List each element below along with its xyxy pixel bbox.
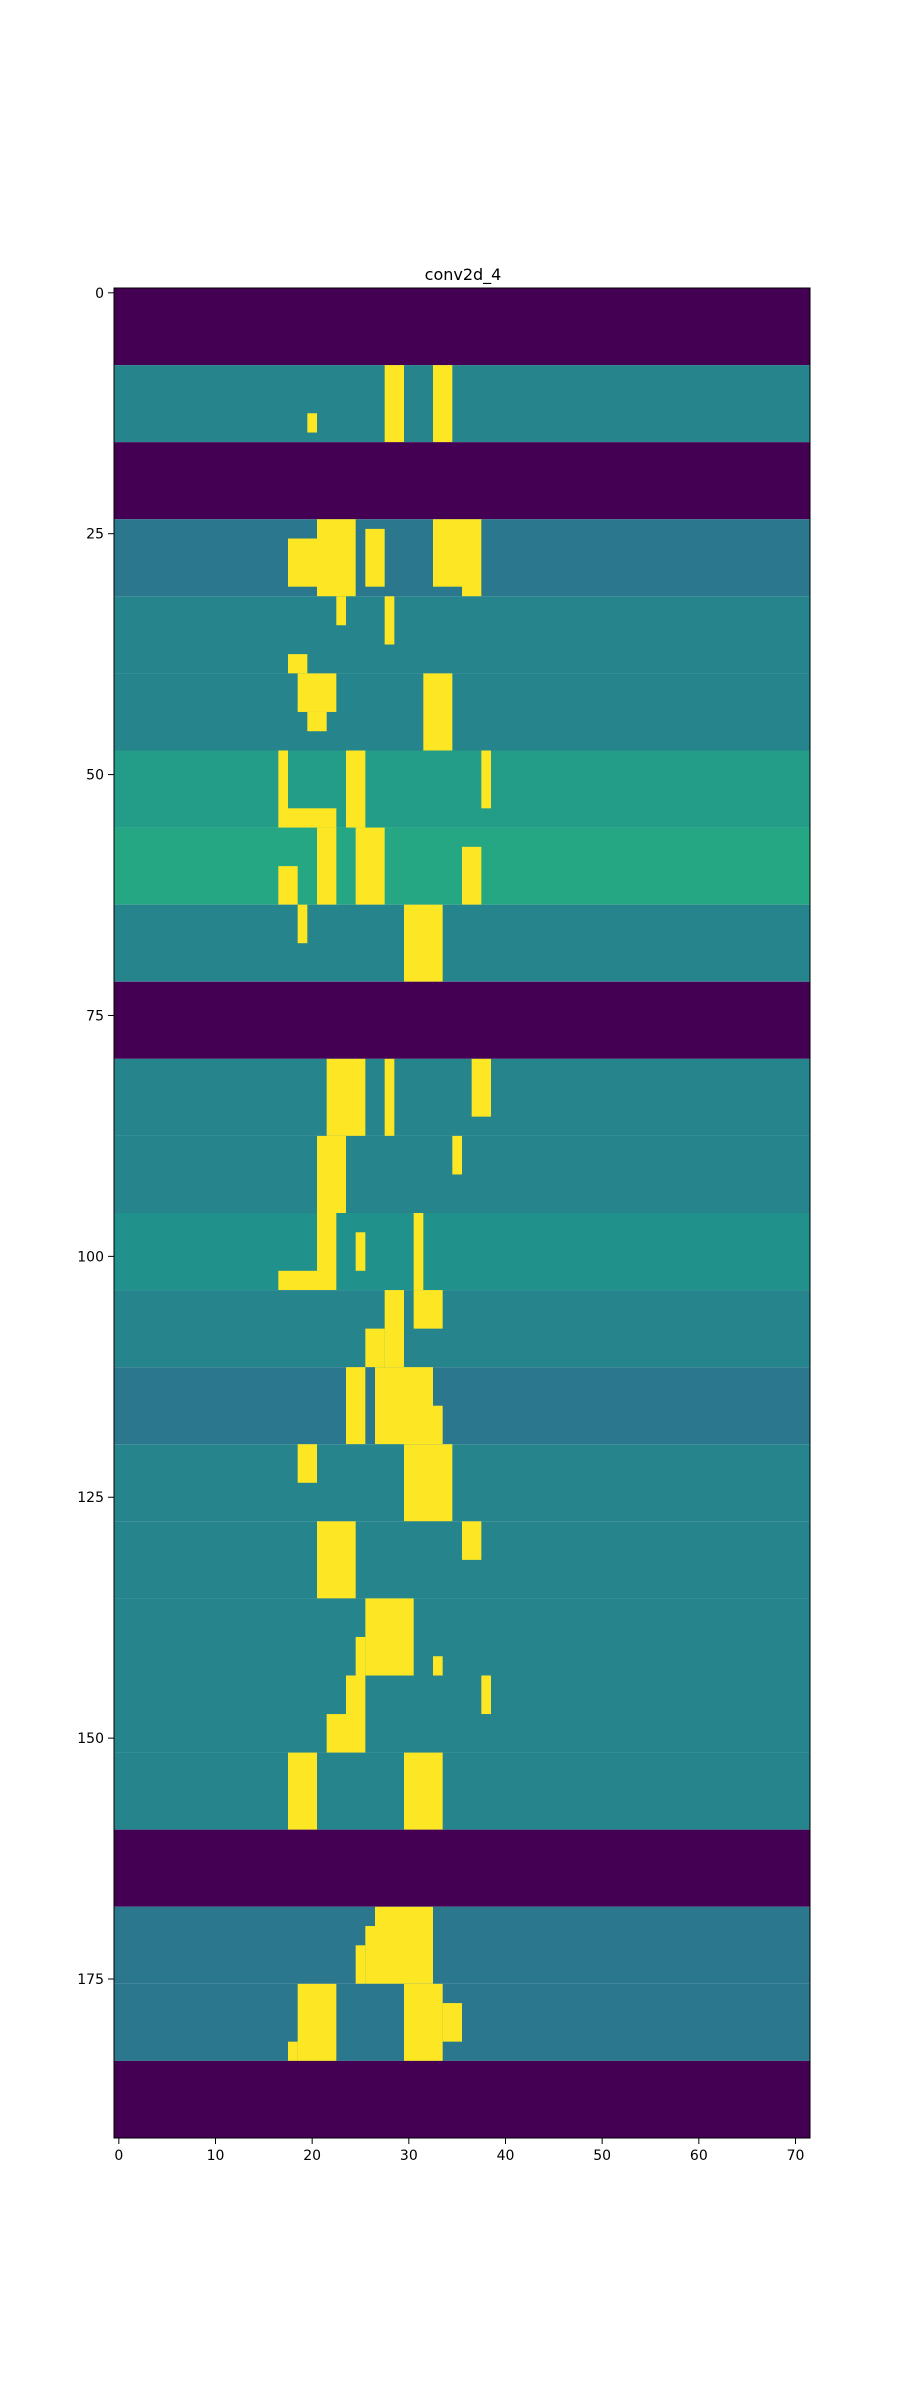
heatmap-highlight-19-0 [288, 1752, 317, 1830]
heatmap-highlight-16-0 [317, 1521, 356, 1599]
heatmap-highlight-11-0 [317, 1135, 346, 1213]
heatmap-highlight-7-3 [462, 846, 482, 905]
heatmap-highlight-12-0 [317, 1213, 337, 1291]
heatmap-band-19 [114, 1752, 810, 1830]
heatmap-band-0 [114, 288, 810, 366]
heatmap-highlight-17-0 [365, 1598, 414, 1676]
heatmap-highlight-6-0 [278, 750, 288, 828]
plot-frame [113, 287, 811, 2139]
x-axis: 0 10 20 30 40 50 60 70 [114, 2138, 804, 2164]
heatmap-highlight-3-3 [462, 519, 482, 597]
heatmap-highlight-11-1 [452, 1135, 462, 1175]
heatmap-highlight-10-2 [471, 1058, 491, 1117]
heatmap-band-4 [114, 596, 810, 674]
x-tick-label: 10 [207, 2148, 225, 2164]
heatmap-highlight-19-1 [404, 1752, 443, 1830]
heatmap-highlight-7-0 [278, 866, 298, 905]
y-tick-label: 175 [77, 1972, 104, 1988]
heatmap-highlight-22-2 [404, 1983, 443, 2061]
x-tick-label: 70 [787, 2148, 805, 2164]
heatmap-highlight-22-1 [288, 2041, 298, 2061]
heatmap-highlight-8-1 [404, 904, 443, 982]
heatmap-highlight-16-1 [462, 1521, 482, 1560]
y-tick-label: 150 [77, 1731, 104, 1747]
heatmap-highlight-6-1 [346, 750, 366, 828]
heatmap-highlight-14-1 [375, 1367, 433, 1445]
heatmap-highlight-21-0 [375, 1906, 433, 1984]
chart-title: conv2d_4 [425, 265, 502, 285]
heatmap-band-5 [114, 673, 810, 751]
heatmap-highlight-13-0 [384, 1290, 404, 1368]
x-tick-label: 0 [114, 2148, 123, 2164]
x-tick-label: 50 [593, 2148, 611, 2164]
heatmap-highlight-3-4 [288, 538, 317, 587]
heatmap-highlight-12-1 [278, 1270, 317, 1291]
heatmap-highlight-13-2 [365, 1328, 385, 1368]
heatmap-highlight-10-0 [326, 1058, 366, 1136]
heatmap-highlight-5-1 [307, 711, 327, 732]
heatmap-highlight-4-2 [288, 654, 308, 674]
heatmap-band-15 [114, 1444, 810, 1522]
heatmap-highlight-21-1 [365, 1926, 375, 1984]
heatmap-band-20 [114, 1829, 810, 1907]
heatmap-highlight-6-2 [288, 808, 337, 828]
heatmap-band-18 [114, 1675, 810, 1753]
x-tick-label: 60 [690, 2148, 708, 2164]
y-tick-label: 50 [86, 768, 104, 784]
heatmap-highlight-7-1 [317, 827, 337, 905]
heatmap-highlight-1-2 [433, 365, 453, 443]
heatmap-highlight-4-1 [384, 596, 395, 645]
heatmap-highlight-8-0 [297, 904, 308, 944]
heatmap-highlight-18-0 [346, 1675, 366, 1753]
heatmap-cells [114, 288, 810, 2138]
y-tick-label: 100 [77, 1249, 104, 1265]
heatmap-band-1 [114, 365, 810, 443]
heatmap-highlight-4-0 [336, 596, 346, 626]
heatmap-band-2 [114, 442, 810, 520]
heatmap-highlight-15-1 [297, 1444, 317, 1483]
x-tick-label: 20 [303, 2148, 321, 2164]
y-tick-label: 125 [77, 1490, 104, 1506]
y-axis: 0 25 50 75 100 125 150 175 [77, 286, 114, 1988]
heatmap-highlight-22-0 [297, 1983, 337, 2061]
heatmap-band-14 [114, 1367, 810, 1445]
heatmap-highlight-5-0 [297, 673, 337, 712]
heatmap-band-13 [114, 1290, 810, 1368]
heatmap-highlight-6-3 [481, 750, 491, 809]
heatmap-highlight-18-2 [481, 1675, 491, 1715]
y-tick-label: 0 [95, 286, 104, 302]
heatmap-highlight-5-2 [423, 673, 453, 751]
heatmap-highlight-12-3 [355, 1232, 366, 1271]
x-tick-label: 40 [497, 2148, 515, 2164]
heatmap-band-12 [114, 1213, 810, 1291]
heatmap-highlight-7-2 [355, 827, 385, 905]
heatmap-band-10 [114, 1058, 810, 1136]
heatmap-highlight-3-1 [365, 528, 385, 587]
heatmap-highlight-1-1 [384, 365, 404, 443]
y-tick-label: 25 [86, 527, 104, 543]
y-tick-label: 75 [86, 1008, 104, 1024]
x-tick-label: 30 [400, 2148, 418, 2164]
heatmap-highlight-17-1 [355, 1636, 366, 1676]
heatmap-highlight-12-2 [413, 1213, 424, 1291]
heatmap-highlight-1-0 [307, 413, 317, 433]
heatmap-highlight-21-2 [355, 1945, 366, 1984]
heatmap-highlight-15-0 [404, 1444, 453, 1522]
heatmap-highlight-22-3 [442, 2003, 462, 2042]
heatmap-highlight-3-2 [433, 519, 462, 587]
heatmap-highlight-13-1 [413, 1290, 443, 1329]
heatmap-highlight-18-1 [326, 1714, 346, 1753]
heatmap-band-23 [114, 2060, 810, 2138]
heatmap-highlight-3-0 [317, 519, 356, 597]
heatmap-band-17 [114, 1598, 810, 1676]
heatmap-highlight-17-2 [433, 1656, 443, 1676]
heatmap-band-21 [114, 1906, 810, 1984]
heatmap-highlight-14-2 [433, 1405, 443, 1445]
heatmap-band-9 [114, 981, 810, 1059]
heatmap-highlight-14-0 [346, 1367, 366, 1445]
heatmap-band-6 [114, 750, 810, 828]
heatmap-highlight-10-1 [384, 1058, 395, 1136]
heatmap-band-8 [114, 904, 810, 982]
